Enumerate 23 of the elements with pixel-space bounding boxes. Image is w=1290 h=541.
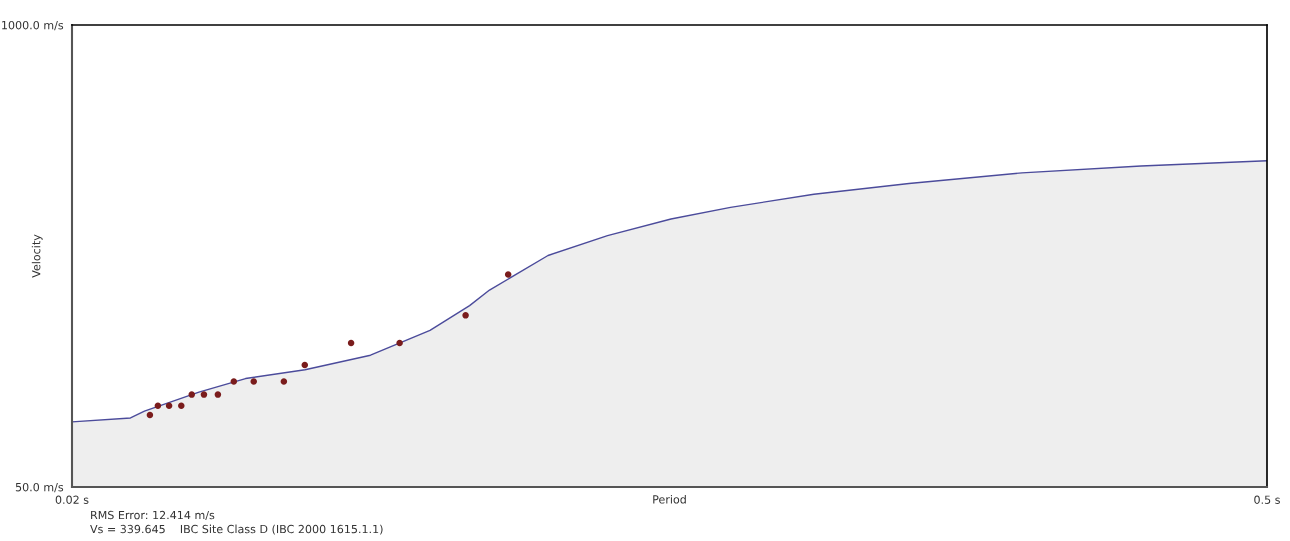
point (178, 402, 185, 410)
point (188, 391, 196, 398)
point (301, 361, 309, 369)
point (280, 378, 288, 385)
y-axis-title: Velocity (31, 234, 43, 278)
text: RMS Error: 12.414 m/s (91, 510, 215, 521)
point (165, 402, 173, 410)
y-tick-label: 1000.0 m/s (2, 20, 64, 31)
point (214, 391, 222, 398)
point (396, 339, 403, 347)
point (200, 391, 208, 398)
point (462, 312, 469, 319)
x-tick-label: 0.5 s (1254, 495, 1280, 504)
x-axis-title: Period (653, 494, 686, 504)
point (250, 378, 257, 385)
point (504, 271, 512, 278)
point (154, 402, 162, 410)
point (347, 339, 355, 347)
x-tick-label: 0.02 s (55, 495, 89, 504)
point (146, 411, 154, 419)
text: Vs = 339.645 IBC Site Class D (IBC 2000 1615.1.1) (90, 524, 383, 535)
point (230, 378, 238, 385)
y-tick-label: 50.0 m/s (15, 482, 64, 493)
